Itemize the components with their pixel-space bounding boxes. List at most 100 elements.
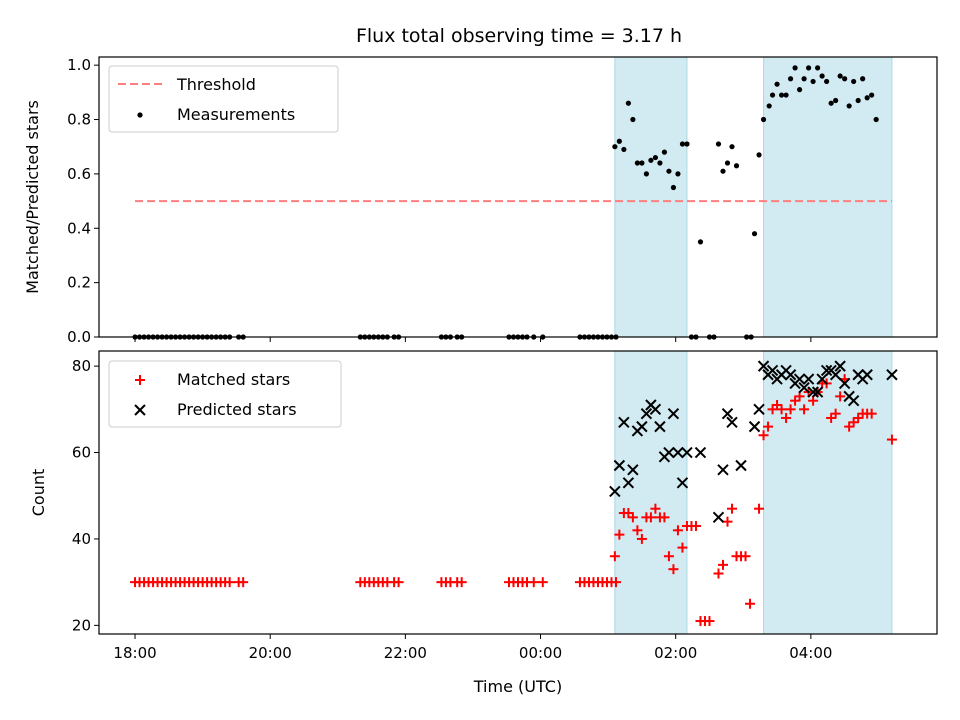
predicted-star-point bbox=[784, 369, 797, 381]
predicted-star-point bbox=[134, 404, 146, 416]
cross-b bbox=[784, 369, 797, 381]
chart-title: Flux total observing time = 3.17 h bbox=[356, 25, 682, 47]
predicted-star-point bbox=[726, 416, 738, 428]
cross-b bbox=[820, 364, 833, 377]
matched-star-point bbox=[776, 404, 787, 415]
matched-star-point bbox=[704, 616, 715, 627]
matched-star-point bbox=[799, 404, 810, 415]
measurement-point bbox=[657, 160, 663, 166]
bottom-shaded-spans bbox=[614, 350, 893, 635]
matched-star-point bbox=[763, 421, 774, 432]
y-tick-label: 40 bbox=[72, 530, 91, 548]
predicted-star-point bbox=[694, 446, 707, 459]
matched-star-point bbox=[866, 408, 877, 419]
x-tick-label: 02:00 bbox=[654, 644, 697, 662]
cross-b bbox=[609, 485, 621, 498]
predicted-star-point bbox=[618, 416, 630, 428]
legend-measurements-label: Measurements bbox=[177, 105, 295, 124]
predicted-star-point bbox=[811, 386, 824, 398]
matched-star-point bbox=[830, 408, 841, 419]
measurement-point bbox=[801, 76, 807, 82]
measurement-point bbox=[666, 168, 672, 174]
predicted-star-point bbox=[672, 446, 684, 459]
predicted-star-point bbox=[834, 360, 846, 372]
cross-b bbox=[134, 404, 146, 416]
legend-box bbox=[108, 360, 342, 428]
measurement-point bbox=[616, 138, 622, 144]
matched-star-point bbox=[135, 375, 145, 385]
predicted-star-point bbox=[793, 373, 806, 385]
measurement-point bbox=[873, 116, 879, 123]
measurement-point bbox=[837, 73, 843, 79]
y-tick-label: 0.2 bbox=[67, 274, 91, 292]
bottom-y-axis: 20 40 60 80 bbox=[72, 357, 99, 634]
cross-b bbox=[654, 420, 666, 433]
predicted-star-point bbox=[766, 364, 779, 377]
matched-star-point bbox=[672, 525, 683, 536]
predicted-star-point bbox=[649, 403, 662, 416]
measurement-point bbox=[679, 141, 686, 147]
matched-star-point bbox=[537, 577, 548, 588]
cross-b bbox=[649, 403, 662, 416]
cross-b bbox=[793, 373, 806, 385]
predicted-star-point bbox=[609, 485, 621, 498]
legend-box bbox=[108, 65, 339, 133]
cross-b bbox=[802, 373, 815, 385]
measurement-point bbox=[729, 144, 735, 150]
measurement-point bbox=[778, 92, 785, 98]
legend-predicted-label: Predicted stars bbox=[177, 400, 297, 419]
predicted-star-point bbox=[816, 373, 828, 385]
measurement-point bbox=[697, 239, 704, 245]
measurement-point bbox=[760, 116, 767, 123]
predicted-star-point bbox=[847, 394, 860, 407]
matched-star-point bbox=[785, 404, 796, 415]
predicted-star-point bbox=[717, 464, 729, 476]
cross-b bbox=[807, 386, 819, 398]
x-axis-label: Time (UTC) bbox=[473, 677, 562, 696]
predicted-star-point bbox=[753, 403, 765, 416]
cross-b bbox=[886, 369, 898, 381]
matched-star-point bbox=[224, 577, 235, 588]
predicted-star-point bbox=[748, 420, 761, 433]
predicted-star-point bbox=[721, 407, 734, 420]
cross-b bbox=[766, 364, 779, 377]
matched-star-point bbox=[650, 503, 661, 514]
measurement-point bbox=[661, 149, 668, 155]
cross-b bbox=[735, 459, 747, 472]
x-tick-label: 20:00 bbox=[249, 644, 292, 662]
legend-measurements-swatch bbox=[137, 112, 143, 118]
matched-star-point bbox=[745, 598, 756, 609]
matched-star-point bbox=[663, 551, 674, 562]
legend-matched-label: Matched stars bbox=[177, 370, 290, 389]
measurement-point bbox=[864, 95, 870, 101]
measurement-point bbox=[783, 92, 789, 98]
measurement-point bbox=[630, 116, 636, 123]
cross-b bbox=[640, 407, 653, 420]
matched-star-point bbox=[238, 577, 249, 588]
measurement-point bbox=[724, 160, 731, 166]
matched-star-point bbox=[609, 551, 620, 562]
cross-b bbox=[816, 373, 828, 385]
predicted-star-point bbox=[712, 511, 725, 524]
predicted-star-point bbox=[636, 420, 648, 433]
cross-b bbox=[834, 360, 846, 372]
matched-star-point bbox=[659, 512, 670, 523]
predicted-star-point bbox=[807, 386, 819, 398]
measurement-point bbox=[855, 97, 861, 104]
y-tick-label: 80 bbox=[72, 357, 91, 375]
predicted-star-point bbox=[681, 446, 693, 459]
predicted-star-point bbox=[622, 477, 635, 489]
shaded-span bbox=[763, 56, 893, 338]
predicted-star-point bbox=[735, 459, 747, 472]
matched-star-point bbox=[528, 577, 539, 588]
predicted-star-point bbox=[613, 459, 626, 472]
matched-star-point bbox=[636, 533, 647, 544]
measurement-point bbox=[733, 163, 740, 169]
matched-star-point bbox=[717, 559, 728, 570]
matched-star-point bbox=[690, 520, 701, 531]
cross-b bbox=[672, 446, 684, 459]
predicted-star-point bbox=[829, 369, 842, 381]
measurement-point bbox=[625, 100, 631, 106]
shaded-span bbox=[614, 56, 688, 338]
